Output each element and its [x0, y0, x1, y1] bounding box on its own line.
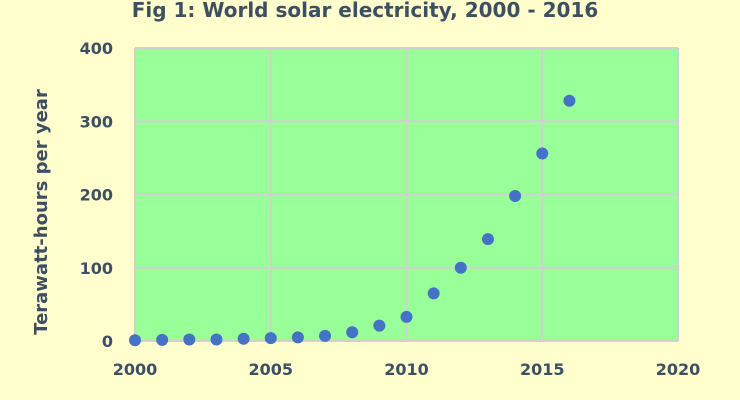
data-point [536, 147, 549, 160]
data-point [156, 333, 169, 346]
y-tick-label: 0 [102, 332, 113, 351]
y-axis-ticks: 0 100 200 300 400 [80, 39, 113, 351]
data-point [509, 189, 522, 202]
y-tick-label: 100 [80, 259, 113, 278]
data-point [291, 331, 304, 344]
grid-lines [134, 47, 679, 342]
chart-title: Fig 1: World solar electricity, 2000 - 2… [132, 0, 599, 22]
data-point [481, 233, 494, 246]
data-point [454, 261, 467, 274]
data-point [563, 94, 576, 107]
data-point [346, 326, 359, 339]
data-point [427, 287, 440, 300]
data-point [183, 333, 196, 346]
y-tick-label: 300 [80, 112, 113, 131]
data-point [373, 319, 386, 332]
data-points [129, 94, 576, 347]
data-point [237, 332, 250, 345]
x-tick-label: 2005 [248, 360, 293, 379]
y-axis-label: Terawatt-hours per year [31, 89, 52, 335]
x-tick-label: 2015 [520, 360, 565, 379]
x-tick-label: 2010 [384, 360, 429, 379]
data-point [129, 334, 141, 347]
y-tick-label: 400 [80, 39, 113, 58]
data-point [319, 329, 332, 342]
x-axis-ticks: 2000 2005 2010 2015 2020 [113, 360, 701, 379]
y-tick-label: 200 [80, 186, 113, 205]
x-tick-label: 2020 [656, 360, 701, 379]
x-tick-label: 2000 [113, 360, 158, 379]
data-point [264, 332, 277, 345]
data-point [210, 333, 223, 346]
data-point [400, 310, 413, 323]
